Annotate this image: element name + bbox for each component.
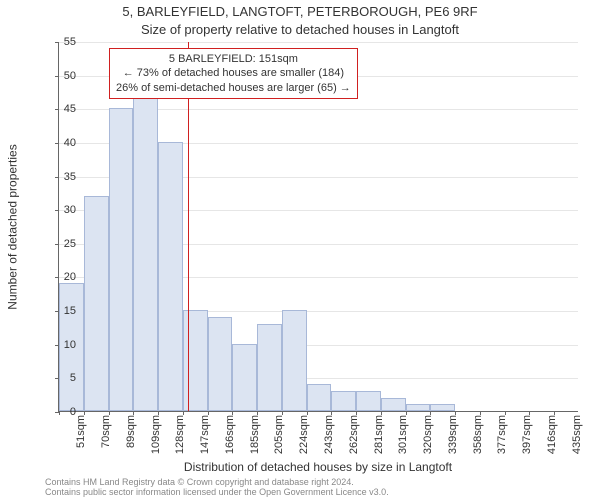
- xtick-label: 435sqm: [571, 411, 583, 454]
- x-axis-label: Distribution of detached houses by size …: [58, 460, 578, 474]
- xtick-mark: [208, 411, 209, 415]
- bar: [158, 142, 183, 411]
- xtick-mark: [84, 411, 85, 415]
- gridline: [59, 42, 578, 43]
- xtick-mark: [183, 411, 184, 415]
- y-axis-label-wrap: Number of detached properties: [6, 42, 20, 412]
- xtick-label: 205sqm: [273, 411, 285, 454]
- xtick-label: 185sqm: [249, 411, 261, 454]
- xtick-label: 339sqm: [447, 411, 459, 454]
- xtick-mark: [480, 411, 481, 415]
- plot-area: 51sqm70sqm89sqm109sqm128sqm147sqm166sqm1…: [58, 42, 578, 412]
- ytick-label: 0: [46, 406, 76, 418]
- xtick-mark: [356, 411, 357, 415]
- annotation-box: 5 BARLEYFIELD: 151sqm← 73% of detached h…: [109, 48, 358, 99]
- bar: [208, 317, 233, 411]
- annotation-line-text: 26% of semi-detached houses are larger (…: [116, 81, 351, 95]
- bar: [331, 391, 356, 411]
- bar: [183, 310, 208, 411]
- xtick-label: 262sqm: [348, 411, 360, 454]
- y-axis-label: Number of detached properties: [6, 144, 20, 309]
- footer-attribution: Contains HM Land Registry data © Crown c…: [45, 478, 389, 498]
- xtick-label: 89sqm: [125, 411, 137, 448]
- ytick-label: 50: [46, 70, 76, 82]
- xtick-mark: [133, 411, 134, 415]
- xtick-label: 416sqm: [546, 411, 558, 454]
- xtick-mark: [406, 411, 407, 415]
- bar: [430, 404, 455, 411]
- bar: [133, 88, 158, 411]
- ytick-label: 10: [46, 339, 76, 351]
- xtick-label: 358sqm: [472, 411, 484, 454]
- bar: [282, 310, 307, 411]
- xtick-mark: [455, 411, 456, 415]
- xtick-mark: [109, 411, 110, 415]
- xtick-label: 397sqm: [521, 411, 533, 454]
- chart-container: 5, BARLEYFIELD, LANGTOFT, PETERBOROUGH, …: [0, 0, 600, 500]
- xtick-label: 166sqm: [224, 411, 236, 454]
- bar: [381, 398, 406, 411]
- ytick-label: 40: [46, 137, 76, 149]
- xtick-mark: [307, 411, 308, 415]
- bar: [406, 404, 431, 411]
- annotation-line-text: 5 BARLEYFIELD: 151sqm: [116, 52, 351, 66]
- xtick-mark: [257, 411, 258, 415]
- xtick-mark: [381, 411, 382, 415]
- xtick-label: 128sqm: [174, 411, 186, 454]
- ytick-label: 35: [46, 171, 76, 183]
- bar: [232, 344, 257, 411]
- xtick-mark: [529, 411, 530, 415]
- xtick-label: 243sqm: [323, 411, 335, 454]
- bar: [84, 196, 109, 411]
- xtick-mark: [505, 411, 506, 415]
- xtick-mark: [282, 411, 283, 415]
- ytick-label: 15: [46, 305, 76, 317]
- footer-line-2: Contains public sector information licen…: [45, 488, 389, 498]
- xtick-mark: [430, 411, 431, 415]
- bar: [257, 324, 282, 411]
- xtick-mark: [554, 411, 555, 415]
- xtick-label: 224sqm: [298, 411, 310, 454]
- ytick-label: 25: [46, 238, 76, 250]
- xtick-label: 51sqm: [75, 411, 87, 448]
- xtick-mark: [158, 411, 159, 415]
- ytick-label: 30: [46, 204, 76, 216]
- xtick-label: 301sqm: [397, 411, 409, 454]
- xtick-mark: [331, 411, 332, 415]
- xtick-label: 70sqm: [100, 411, 112, 448]
- title-super: 5, BARLEYFIELD, LANGTOFT, PETERBOROUGH, …: [0, 4, 600, 19]
- bar: [356, 391, 381, 411]
- title-sub: Size of property relative to detached ho…: [0, 22, 600, 37]
- bar: [109, 108, 134, 411]
- xtick-label: 109sqm: [150, 411, 162, 454]
- annotation-line-text: ← 73% of detached houses are smaller (18…: [116, 66, 351, 80]
- xtick-label: 147sqm: [199, 411, 211, 454]
- xtick-label: 281sqm: [373, 411, 385, 454]
- ytick-label: 45: [46, 103, 76, 115]
- ytick-label: 20: [46, 271, 76, 283]
- xtick-label: 320sqm: [422, 411, 434, 454]
- bar: [307, 384, 332, 411]
- xtick-label: 377sqm: [496, 411, 508, 454]
- ytick-label: 5: [46, 372, 76, 384]
- xtick-mark: [232, 411, 233, 415]
- ytick-label: 55: [46, 36, 76, 48]
